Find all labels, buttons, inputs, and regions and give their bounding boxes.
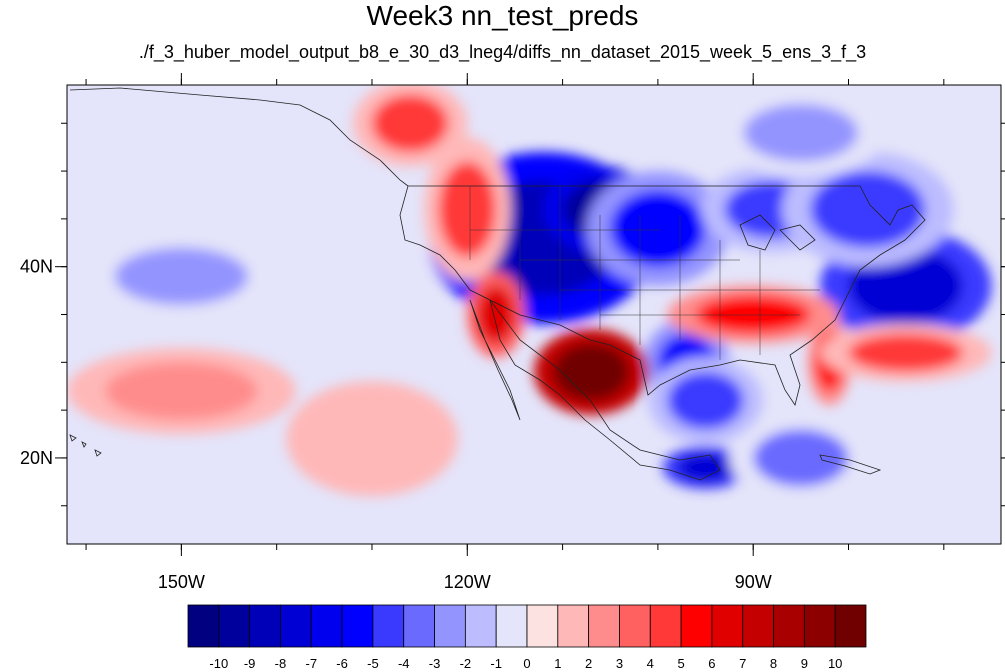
field-core bbox=[610, 190, 706, 267]
colorbar-label: 1 bbox=[554, 656, 561, 671]
field-core bbox=[476, 285, 515, 344]
colorbar-swatch bbox=[773, 604, 805, 648]
colorbar-label: 0 bbox=[523, 656, 530, 671]
anomaly-field bbox=[67, 85, 992, 501]
colorbar-swatch bbox=[649, 604, 682, 648]
canada-coast-outline bbox=[69, 87, 409, 187]
colorbar-label: 7 bbox=[739, 656, 746, 671]
colorbar-label: -5 bbox=[367, 656, 379, 671]
field-core bbox=[553, 343, 630, 401]
x-tick-label: 120W bbox=[444, 572, 491, 592]
colorbar-swatch bbox=[403, 604, 435, 648]
chart-subtitle: ./f_3_huber_model_output_b8_e_30_d3_lneg… bbox=[138, 42, 867, 62]
colorbar-swatch bbox=[187, 604, 220, 648]
colorbar-swatch bbox=[372, 604, 405, 648]
colorbar-label: 5 bbox=[677, 656, 684, 671]
field-core bbox=[848, 333, 963, 372]
field-core bbox=[676, 453, 735, 482]
colorbar-swatch bbox=[310, 604, 343, 648]
colorbar-label: 4 bbox=[647, 656, 654, 671]
colorbar-swatch bbox=[711, 604, 744, 648]
colorbar-swatch bbox=[218, 604, 251, 648]
colorbar-label: -9 bbox=[244, 656, 256, 671]
chart-title: Week3 nn_test_preds bbox=[366, 0, 639, 31]
colorbar-swatch bbox=[280, 604, 312, 648]
field-core bbox=[314, 400, 430, 478]
colorbar-swatch bbox=[464, 604, 497, 648]
colorbar-label: 8 bbox=[770, 656, 777, 671]
colorbar-label: -1 bbox=[490, 656, 502, 671]
x-tick-label: 150W bbox=[158, 572, 205, 592]
field-core bbox=[114, 247, 249, 305]
colorbar-swatch bbox=[680, 604, 713, 648]
colorbar-swatch bbox=[341, 604, 374, 648]
colorbar: -10 -9 -8 -7 -6 -5 -4 -3 -2 -1 0 1 2 3 4 5 6 7 8 9 10 bbox=[187, 604, 867, 671]
colorbar-label: -2 bbox=[460, 656, 472, 671]
great-lakes-outline bbox=[739, 214, 816, 251]
us-border-outline bbox=[399, 185, 926, 406]
field-core bbox=[105, 362, 258, 420]
colorbar-label: 9 bbox=[801, 656, 808, 671]
field-core bbox=[810, 171, 925, 248]
coastlines bbox=[69, 87, 926, 481]
cuba-outline bbox=[819, 454, 882, 475]
baja-outline bbox=[469, 299, 521, 421]
colorbar-swatch bbox=[495, 604, 528, 648]
colorbar-swatch bbox=[249, 604, 281, 648]
colorbar-swatch bbox=[434, 604, 466, 648]
colorbar-swatch bbox=[526, 604, 559, 648]
field-core bbox=[371, 94, 449, 152]
colorbar-label: -6 bbox=[336, 656, 348, 671]
colorbar-label: -3 bbox=[429, 656, 441, 671]
colorbar-label: 2 bbox=[585, 656, 592, 671]
colorbar-label: 6 bbox=[708, 656, 715, 671]
field-core bbox=[438, 161, 496, 258]
y-axis: 20N 40N bbox=[20, 122, 1005, 507]
field-core bbox=[667, 371, 744, 430]
x-axis: 150W 120W 90W bbox=[85, 73, 945, 592]
hawaii-outline bbox=[69, 434, 102, 457]
colorbar-swatch bbox=[803, 604, 836, 648]
colorbar-swatch bbox=[742, 604, 774, 648]
colorbar-label: 3 bbox=[616, 656, 623, 671]
map-plot-area bbox=[66, 84, 1002, 545]
field-core bbox=[743, 104, 859, 162]
mexico-outline bbox=[489, 299, 721, 481]
colorbar-label: -4 bbox=[398, 656, 410, 671]
colorbar-swatch bbox=[619, 604, 651, 648]
colorbar-label: -8 bbox=[275, 656, 287, 671]
field-core bbox=[848, 247, 963, 325]
field-core bbox=[753, 429, 849, 487]
state-borders bbox=[469, 186, 820, 360]
colorbar-label: 10 bbox=[828, 656, 842, 671]
colorbar-swatch bbox=[834, 604, 867, 648]
colorbar-swatch bbox=[588, 604, 620, 648]
y-tick-label: 20N bbox=[20, 448, 53, 468]
x-tick-label: 90W bbox=[735, 572, 772, 592]
y-tick-label: 40N bbox=[20, 257, 53, 277]
field-core bbox=[696, 295, 811, 334]
colorbar-label: -10 bbox=[209, 656, 228, 671]
colorbar-swatch bbox=[557, 604, 590, 648]
colorbar-label: -7 bbox=[305, 656, 317, 671]
state-border-lines bbox=[469, 186, 820, 360]
